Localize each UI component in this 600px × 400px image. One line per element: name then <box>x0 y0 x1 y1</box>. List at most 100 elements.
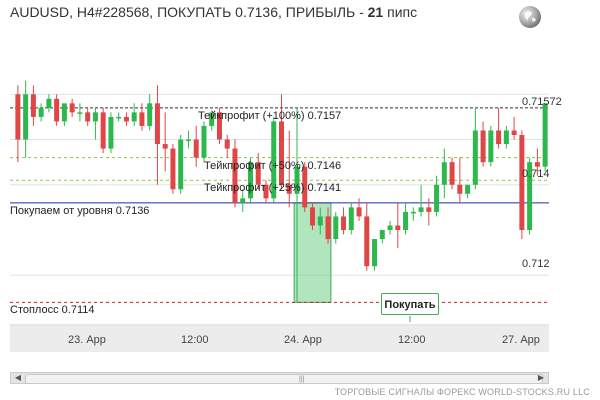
candle-body <box>348 207 354 230</box>
candle-body <box>317 216 323 226</box>
candle-body <box>325 216 331 240</box>
candle-body <box>69 103 75 113</box>
candle-body <box>488 130 494 163</box>
candle-body <box>201 125 207 158</box>
candle-body <box>534 162 540 167</box>
candle-body <box>23 94 29 140</box>
candle-body <box>255 162 261 185</box>
candle-body <box>162 144 168 149</box>
level-label: Стоплосс 0.7114 <box>10 304 95 317</box>
globe-icon[interactable] <box>519 6 541 28</box>
candle-body <box>38 107 44 117</box>
scrollbar-thumb[interactable]: ||| <box>25 374 543 384</box>
candle-body <box>15 94 21 140</box>
candle-body <box>240 198 246 203</box>
candle-body <box>434 184 440 212</box>
candle-body <box>116 116 122 119</box>
candle-body <box>341 216 347 230</box>
candle-body <box>263 184 269 199</box>
level-label: Тейкпрофит (+100%) 0.7157 <box>198 109 342 122</box>
candle-body <box>61 103 67 122</box>
candle-body <box>224 139 230 149</box>
x-axis <box>10 326 549 352</box>
candle-body <box>108 116 114 149</box>
signal-text: , H4#228568, ПОКУПАТЬ 0.7136, ПРИБЫЛЬ - <box>69 4 368 20</box>
candle-body <box>54 98 60 122</box>
candle-body <box>379 230 385 240</box>
candle-body <box>387 225 393 230</box>
candle-body <box>403 211 409 230</box>
candle-body <box>286 184 292 194</box>
price-label-low: 0.712 <box>522 258 550 270</box>
candle-body <box>472 130 478 185</box>
level-label: Тейкпрофит (+50%) 0.7146 <box>204 159 342 172</box>
horizontal-scrollbar[interactable]: ◀ ||| ▶ <box>10 372 549 384</box>
candle-body <box>465 184 471 194</box>
x-tick-label: 12:00 <box>181 334 209 346</box>
symbol-label: AUDUSD <box>10 4 70 20</box>
candle-body <box>426 207 432 212</box>
grip-icon: ||| <box>299 376 305 383</box>
candle-body <box>395 225 401 230</box>
level-label: Тейкпрофит (+25%) 0.7141 <box>204 182 342 195</box>
candle-body <box>154 103 160 145</box>
candle-body <box>216 112 222 140</box>
candle-body <box>92 112 98 122</box>
candle-body <box>131 112 137 122</box>
footer-credit: ТОРГОВЫЕ СИГНАЛЫ ФОРЕКС WORLD-STOCKS.RU … <box>334 387 590 397</box>
candle-body <box>511 130 517 135</box>
candle-body <box>178 139 184 190</box>
candle-body <box>170 148 176 190</box>
candle-body <box>232 148 238 203</box>
candle-body <box>496 130 502 145</box>
candle-body <box>123 116 129 122</box>
price-label-mid: 0.714 <box>522 168 550 180</box>
candle-body <box>542 103 548 167</box>
candle-body <box>271 121 277 199</box>
x-tick-label: 24. Арр <box>284 334 322 346</box>
candle-body <box>30 94 36 117</box>
candle-body <box>209 112 215 126</box>
candle-body <box>310 207 316 226</box>
x-tick-label: 23. Арр <box>68 334 106 346</box>
level-label: Покупаем от уровня 0.7136 <box>10 204 150 217</box>
candle-body <box>372 239 378 267</box>
pips-suffix: пипс <box>383 4 418 20</box>
globe-icon-glyph <box>525 11 536 22</box>
candle-body <box>46 98 52 108</box>
candle-body <box>147 103 153 126</box>
candle-body <box>193 139 199 158</box>
candle-body <box>457 184 463 194</box>
profit-pips: 21 <box>367 4 384 20</box>
candle-body <box>185 139 191 142</box>
x-tick-label: 12:00 <box>398 334 426 346</box>
chart-title: AUDUSD, H4#228568, ПОКУПАТЬ 0.7136, ПРИБ… <box>10 4 417 20</box>
candle-body <box>364 216 370 267</box>
candle-body <box>480 130 486 163</box>
candle-body <box>85 112 91 122</box>
candle-body <box>77 112 83 114</box>
candles <box>15 80 548 303</box>
candle-body <box>100 112 106 149</box>
candle-body <box>441 162 447 185</box>
scroll-right-icon[interactable]: ▶ <box>537 373 545 382</box>
candle-body <box>449 162 455 185</box>
candle-body <box>139 112 145 126</box>
candle-body <box>418 207 424 212</box>
candle-body <box>333 216 339 240</box>
candle-body <box>527 162 533 230</box>
x-tick-label: 27. Арр <box>502 334 540 346</box>
candle-body <box>294 166 300 194</box>
candle-body <box>279 121 284 185</box>
candle-body <box>519 135 525 230</box>
price-label-top: 0.71572 <box>522 96 562 108</box>
buy-button[interactable]: Покупать <box>381 293 439 315</box>
candle-body <box>302 166 308 208</box>
candle-body <box>356 207 362 217</box>
candle-body <box>410 211 416 214</box>
scroll-left-icon[interactable]: ◀ <box>14 373 22 382</box>
candle-body <box>247 162 253 199</box>
level-lines <box>10 107 549 322</box>
candle-body <box>503 130 509 145</box>
